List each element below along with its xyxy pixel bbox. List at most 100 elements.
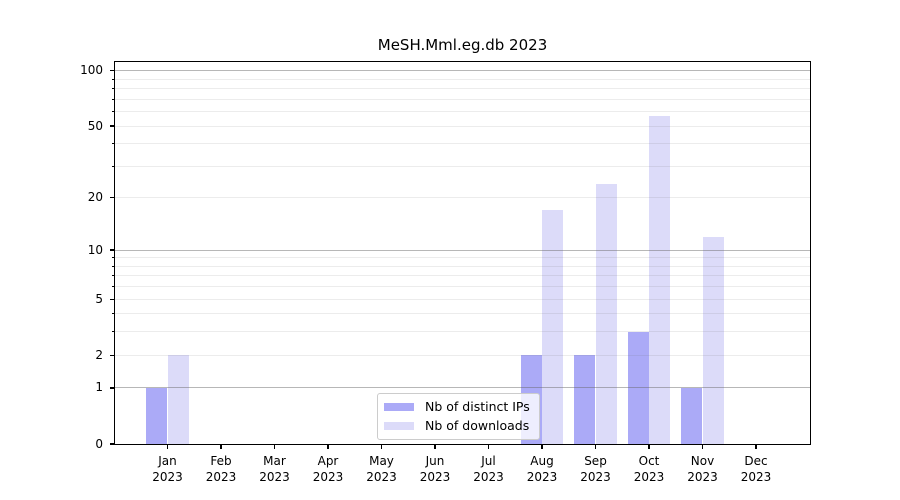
x-tick-label-year: 2023	[419, 470, 451, 484]
y-gridline-minor	[115, 88, 810, 90]
x-tick-label-month: Dec	[744, 454, 768, 468]
y-gridline-major	[115, 70, 810, 72]
y-minor-tick-mark	[112, 78, 115, 80]
x-tick-label-month: May	[369, 454, 394, 468]
x-tick-mark	[487, 445, 490, 449]
legend-label-distinct-ips: Nb of distinct IPs	[425, 399, 530, 414]
y-minor-tick-mark	[112, 110, 115, 113]
bar-distinct-ips-sep	[574, 355, 596, 444]
y-gridline-minor	[115, 275, 810, 277]
bar-downloads-oct	[649, 115, 671, 444]
y-tick-label: 50	[87, 118, 103, 133]
y-gridline-major	[115, 249, 810, 251]
x-tick-label-year: 2023	[152, 470, 183, 484]
y-tick-label: 0	[95, 436, 103, 451]
y-tick-mark	[110, 298, 114, 300]
x-tick-label: Jun 2023	[407, 453, 463, 485]
x-tick-label-month: Nov	[690, 454, 715, 468]
x-tick-label-year: 2023	[366, 470, 397, 484]
y-tick-mark	[110, 197, 114, 199]
y-gridline-minor	[115, 143, 810, 145]
x-tick-mark	[380, 445, 383, 449]
x-tick-mark	[220, 445, 222, 449]
x-tick-label-month: Jan	[158, 454, 177, 468]
y-tick-label: 10	[87, 242, 103, 257]
x-tick-label: Sep 2023	[568, 453, 624, 485]
x-tick-mark	[648, 445, 650, 449]
y-minor-tick-mark	[112, 265, 115, 267]
y-gridline-minor	[115, 98, 810, 100]
y-tick-label: 100	[80, 63, 103, 78]
y-minor-tick-mark	[112, 331, 115, 333]
y-tick-label: 1	[95, 380, 103, 395]
y-minor-tick-mark	[112, 88, 115, 90]
y-gridline-minor	[115, 298, 810, 300]
y-minor-tick-mark	[112, 165, 115, 167]
y-tick-mark	[110, 249, 114, 251]
bar-downloads-nov	[702, 236, 724, 444]
y-tick-label: 5	[95, 291, 103, 306]
legend-label-downloads: Nb of downloads	[425, 418, 530, 433]
x-tick-label-month: Sep	[584, 454, 607, 468]
legend-swatch-distinct-ips	[384, 402, 414, 412]
x-tick-mark	[701, 445, 704, 449]
y-gridline-minor	[115, 125, 810, 127]
bar-distinct-ips-nov	[681, 387, 703, 444]
y-minor-tick-mark	[112, 143, 115, 145]
x-tick-label: Dec 2023	[728, 453, 784, 485]
y-tick-mark	[110, 125, 114, 127]
plot-area: Nb of distinct IPs Nb of downloads	[115, 62, 810, 445]
y-minor-tick-mark	[112, 257, 115, 259]
y-gridline-minor	[115, 286, 810, 288]
y-tick-label: 2	[95, 347, 103, 362]
y-gridline-minor	[115, 331, 810, 333]
x-tick-label-year: 2023	[740, 470, 772, 484]
legend-entry-distinct-ips: Nb of distinct IPs	[384, 400, 530, 414]
bar-downloads-sep	[595, 183, 617, 444]
y-gridline-minor	[115, 111, 810, 113]
y-minor-tick-mark	[112, 313, 115, 315]
bar-distinct-ips-oct	[627, 331, 649, 444]
x-tick-label-year: 2023	[473, 470, 504, 484]
y-gridline-minor	[115, 354, 810, 356]
y-gridline-minor	[115, 78, 810, 80]
x-tick-mark	[273, 445, 276, 449]
x-tick-label-year: 2023	[580, 470, 611, 484]
y-tick-mark	[110, 70, 114, 72]
x-tick-label-month: Jul	[481, 454, 496, 468]
bar-distinct-ips-jan	[146, 387, 168, 444]
chart-title: MeSH.Mml.eg.db 2023	[377, 36, 548, 54]
y-tick-mark	[110, 387, 114, 389]
y-gridline-minor	[115, 165, 810, 167]
y-tick-label: 20	[87, 190, 103, 205]
x-tick-label-year: 2023	[526, 470, 558, 484]
x-tick-label-month: Apr	[317, 454, 339, 468]
plot-border	[114, 60, 811, 445]
x-tick-label-month: Mar	[263, 454, 286, 468]
bar-downloads-jan	[167, 355, 189, 444]
y-gridline-major	[115, 387, 810, 389]
x-tick-label-month: Jun	[425, 454, 445, 468]
x-tick-label-year: 2023	[205, 470, 237, 484]
x-tick-label-month: Feb	[210, 454, 232, 468]
x-tick-label: Jan 2023	[140, 453, 196, 485]
x-tick-label: Jul 2023	[461, 453, 517, 485]
x-tick-label-month: Oct	[638, 454, 660, 468]
y-gridline-minor	[115, 257, 810, 259]
y-gridline-minor	[115, 265, 810, 267]
y-tick-mark	[110, 354, 114, 356]
x-tick-label: Aug 2023	[514, 453, 570, 485]
bar-downloads-aug	[542, 210, 564, 444]
x-tick-label-year: 2023	[312, 470, 344, 484]
legend: Nb of distinct IPs Nb of downloads	[377, 393, 540, 440]
x-tick-label: May 2023	[354, 453, 410, 485]
y-gridline-minor	[115, 313, 810, 315]
x-tick-mark	[594, 445, 597, 449]
y-minor-tick-mark	[112, 98, 115, 100]
y-minor-tick-mark	[112, 286, 115, 288]
x-tick-mark	[327, 445, 329, 449]
x-tick-label-month: Aug	[530, 454, 554, 468]
x-tick-label: Feb 2023	[193, 453, 249, 485]
x-tick-label: Mar 2023	[247, 453, 303, 485]
